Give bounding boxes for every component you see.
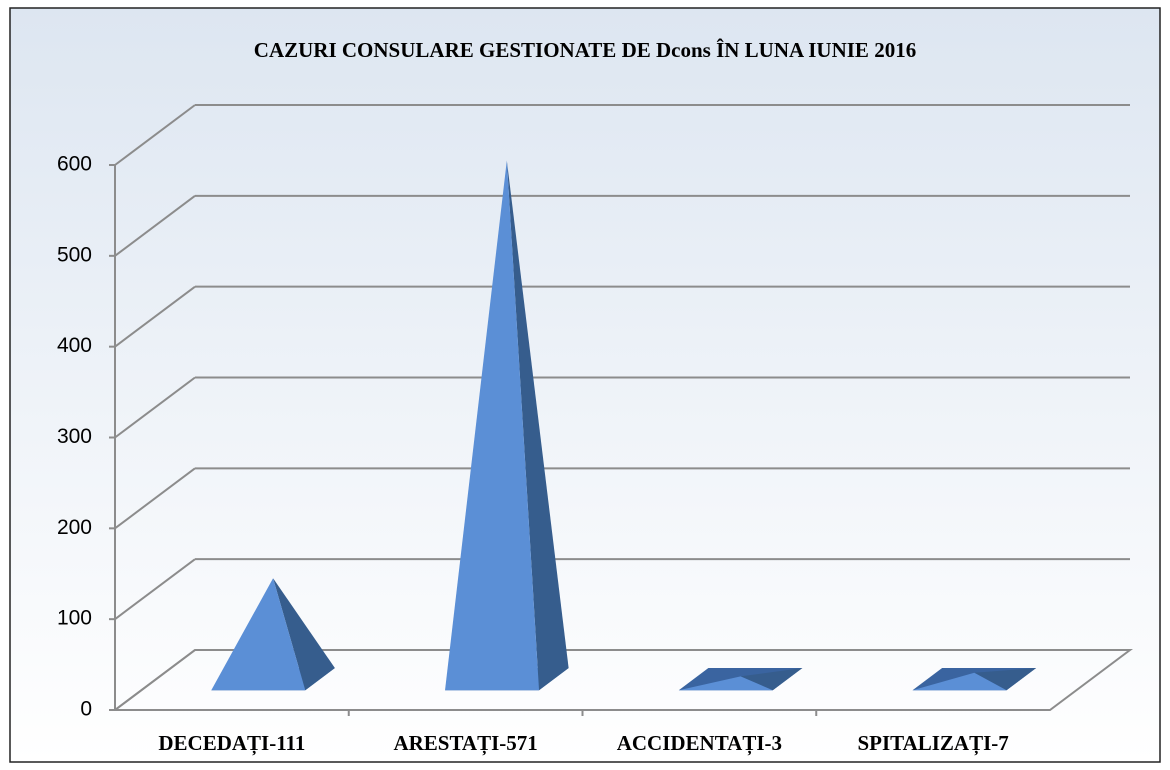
pyramid — [445, 160, 569, 691]
pyramid — [912, 668, 1037, 691]
x-tick-label: ACCIDENTAȚI-3 — [617, 731, 782, 756]
x-tick-label: SPITALIZAȚI-7 — [857, 731, 1008, 756]
y-tick-label: 600 — [57, 153, 92, 176]
y-tick-label: 200 — [57, 516, 92, 539]
grid-line — [114, 649, 196, 711]
pyramid-front — [445, 160, 540, 691]
chart-title: CAZURI CONSULARE GESTIONATE DE Dcons ÎN … — [254, 38, 916, 62]
pyramid-side — [974, 668, 1037, 691]
y-tick-label: 500 — [57, 243, 92, 266]
pyramid-side — [506, 160, 569, 691]
pyramid-front — [211, 578, 306, 691]
x-tick-label: ARESTAȚI-571 — [393, 731, 537, 756]
y-tick-label: 300 — [57, 425, 92, 448]
pyramid — [211, 578, 335, 691]
pyramid — [678, 668, 803, 691]
pyramid-front — [912, 672, 1007, 691]
grid-line — [114, 558, 196, 620]
pyramid-side — [740, 668, 803, 691]
grid-line — [114, 467, 196, 530]
grid-line — [114, 376, 196, 439]
grid-line — [114, 104, 196, 166]
y-tick-label: 100 — [57, 607, 92, 630]
grid-line — [114, 195, 196, 257]
chart-frame — [9, 7, 1161, 763]
x-tick-label: DECEDAȚI-111 — [158, 731, 305, 756]
grid-line — [114, 285, 196, 348]
y-tick-label: 400 — [57, 334, 92, 357]
pyramid-side — [273, 578, 335, 691]
y-tick-label: 0 — [80, 698, 92, 721]
pyramid-front — [678, 676, 773, 691]
